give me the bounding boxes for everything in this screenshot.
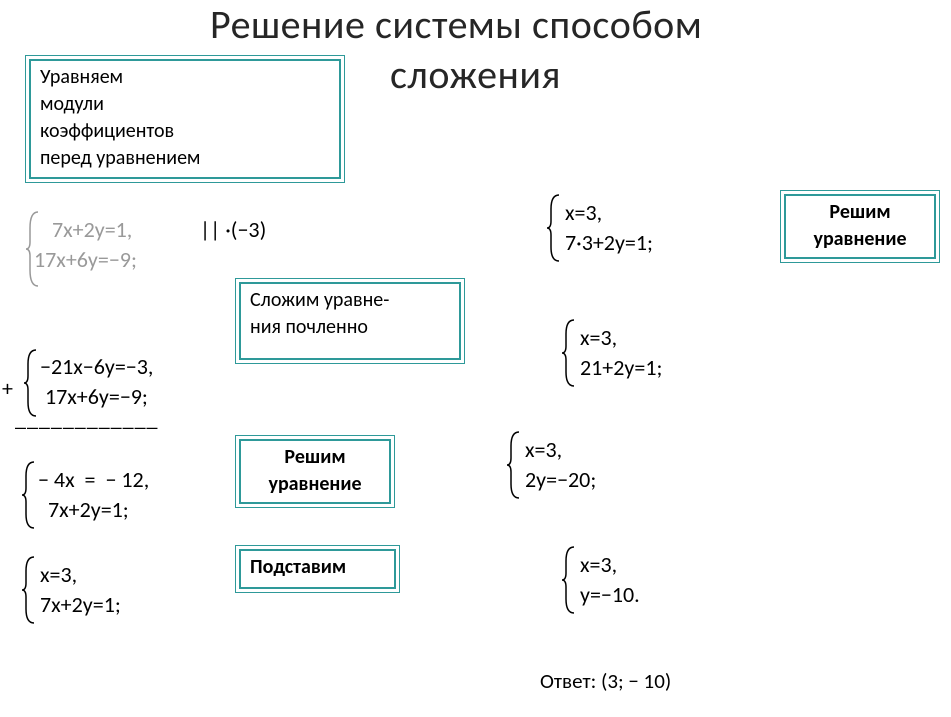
answer: Ответ: (3; − 10) — [540, 668, 671, 694]
box-equalize: Уравняем модули коэффициентов перед урав… — [25, 55, 345, 183]
eq-r1a: x=3, — [565, 198, 602, 229]
box3-l1: Решим — [250, 444, 380, 471]
box5-l1: Решим — [795, 199, 925, 226]
eq-s3b: 7x+2y=1; — [38, 495, 129, 526]
brace-s3 — [20, 460, 38, 530]
eq-r2a: x=3, — [580, 323, 617, 354]
brace-r1 — [545, 193, 563, 263]
box1-l2: модули — [40, 91, 330, 118]
box-substitute: Подставим — [235, 545, 400, 593]
brace-r2 — [560, 318, 578, 388]
box4: Подставим — [250, 554, 385, 581]
eq-r4b: y=−10. — [580, 580, 640, 611]
box2-l2: ния почленно — [250, 314, 450, 341]
eq-r3b: 2y=−20; — [525, 465, 596, 496]
title-line1: Решение системы способом — [210, 0, 702, 49]
title-line2: сложения — [390, 50, 561, 99]
dash-line: ____________ — [15, 405, 158, 432]
eq-r3a: x=3, — [525, 435, 562, 466]
box1-l1: Уравняем — [40, 64, 330, 91]
box1-l3: коэффициентов — [40, 118, 330, 145]
plus-sign: + — [2, 375, 13, 402]
box-solve-left: Решим уравнение — [235, 435, 395, 508]
eq-s2a: −21x−6y=−3, — [40, 352, 153, 383]
eq-r1b: 7·3+2y=1; — [565, 228, 653, 259]
box3-l2: уравнение — [250, 471, 380, 498]
eq-s4a: x=3, — [40, 560, 77, 591]
box-solve-right: Решим уравнение — [780, 190, 940, 263]
eq-s4b: 7x+2y=1; — [40, 590, 121, 621]
eq-r2b: 21+2y=1; — [580, 353, 662, 384]
eq-s1b: 17x+6y=−9; — [34, 245, 137, 276]
box5-l2: уравнение — [795, 226, 925, 253]
eq-r4a: x=3, — [580, 550, 617, 581]
brace-s4 — [20, 555, 38, 625]
brace-r3 — [505, 430, 523, 500]
brace-r4 — [560, 545, 578, 615]
box2-l1: Сложим уравне- — [250, 287, 450, 314]
box-add: Сложим уравне- ния почленно — [235, 278, 465, 364]
eq-s1a: 7x+2y=1, — [42, 215, 132, 246]
eq-s3a: − 4x = − 12, — [38, 465, 149, 496]
box1-l4: перед уравнением — [40, 145, 330, 172]
eq-s1ann: || ·(−3) — [200, 215, 266, 246]
